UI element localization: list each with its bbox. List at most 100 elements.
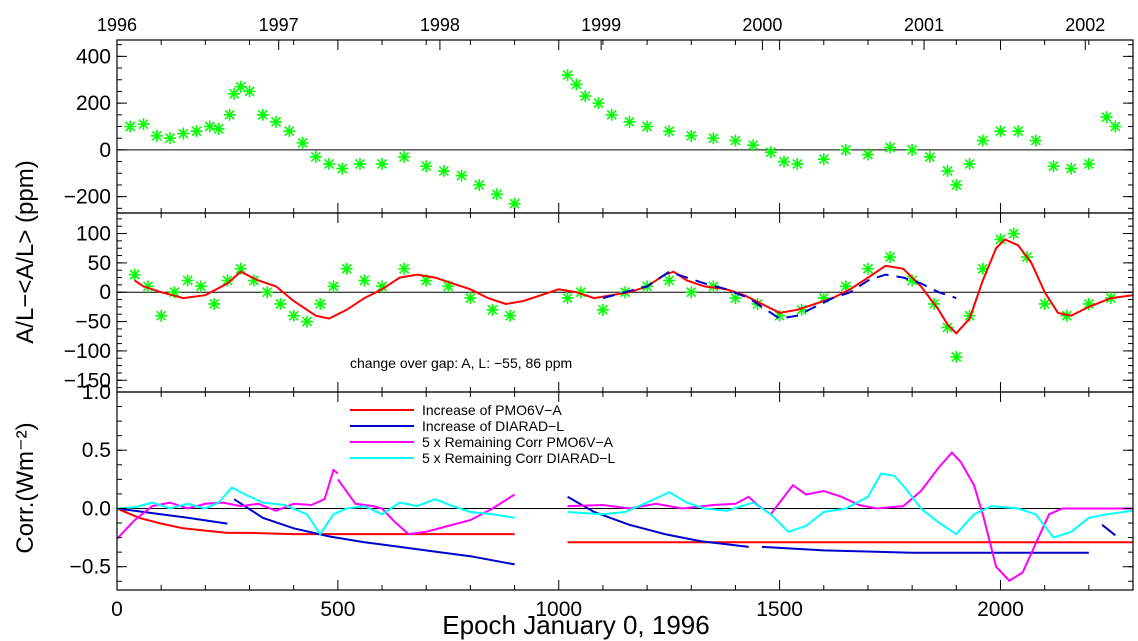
middle-data-point bbox=[398, 262, 411, 275]
middle-data-point bbox=[861, 262, 874, 275]
middle-data-point bbox=[884, 251, 897, 264]
top-data-point bbox=[764, 146, 777, 159]
middle-data-point bbox=[247, 274, 260, 287]
top-data-point bbox=[270, 115, 283, 128]
middle-data-point bbox=[839, 280, 852, 293]
top-ytick-label: −200 bbox=[64, 186, 111, 209]
axes-layer bbox=[116, 39, 1134, 591]
top-data-point bbox=[861, 148, 874, 161]
middle-data-point bbox=[685, 286, 698, 299]
top-data-point bbox=[455, 169, 468, 182]
top-data-point bbox=[884, 141, 897, 154]
top-data-point bbox=[1109, 120, 1122, 133]
middle-data-point bbox=[795, 303, 808, 316]
middle-ytick-label: 0 bbox=[99, 281, 111, 304]
year-label: 2001 bbox=[904, 15, 944, 35]
top-data-point bbox=[791, 157, 804, 170]
middle-data-point bbox=[141, 280, 154, 293]
top-data-point bbox=[1065, 162, 1078, 175]
bottom-series-line bbox=[567, 495, 749, 548]
bottom-series-line bbox=[337, 478, 516, 536]
top-data-point bbox=[1012, 125, 1025, 138]
top-data-point bbox=[976, 134, 989, 147]
middle-data-point bbox=[1082, 297, 1095, 310]
top-data-point bbox=[592, 97, 605, 110]
top-data-point bbox=[234, 80, 247, 93]
middle-data-point bbox=[128, 268, 141, 281]
top-data-point bbox=[994, 125, 1007, 138]
top-data-point bbox=[124, 120, 137, 133]
middle-panel-data bbox=[117, 227, 1133, 363]
middle-data-point bbox=[300, 315, 313, 328]
middle-data-point bbox=[663, 274, 676, 287]
top-data-point bbox=[420, 160, 433, 173]
middle-data-point bbox=[773, 309, 786, 322]
top-data-point bbox=[177, 127, 190, 140]
top-data-point bbox=[950, 178, 963, 191]
top-data-point bbox=[570, 78, 583, 91]
top-data-point bbox=[137, 118, 150, 131]
legend-label-3: 5 x Remaining Corr PMO6V−A bbox=[422, 434, 614, 450]
top-data-point bbox=[283, 125, 296, 138]
top-data-point bbox=[203, 120, 216, 133]
middle-data-point bbox=[261, 286, 274, 299]
middle-data-point bbox=[1007, 227, 1020, 240]
middle-data-point bbox=[561, 292, 574, 305]
middle-data-point bbox=[287, 309, 300, 322]
bottom-ytick-label: −0.5 bbox=[70, 556, 111, 579]
middle-data-point bbox=[994, 233, 1007, 246]
middle-data-point bbox=[596, 303, 609, 316]
top-data-point bbox=[906, 143, 919, 156]
bottom-series-line bbox=[117, 507, 228, 525]
year-label: 2002 bbox=[1065, 15, 1105, 35]
top-data-point bbox=[309, 150, 322, 163]
middle-ytick-label: −50 bbox=[75, 311, 111, 334]
top-data-point bbox=[663, 125, 676, 138]
middle-data-point bbox=[340, 262, 353, 275]
top-data-point bbox=[223, 108, 236, 121]
middle-ytick-label: 100 bbox=[76, 223, 111, 246]
top-data-point bbox=[353, 157, 366, 170]
top-data-point bbox=[508, 197, 521, 210]
middle-data-point bbox=[420, 274, 433, 287]
top-data-point bbox=[490, 188, 503, 201]
x-tick-label: 0 bbox=[111, 598, 123, 621]
top-panel-data bbox=[117, 69, 1133, 210]
year-label: 2000 bbox=[742, 15, 782, 35]
x-tick-label: 2000 bbox=[977, 598, 1024, 621]
top-ytick-label: 200 bbox=[76, 92, 111, 115]
middle-data-point bbox=[486, 303, 499, 316]
plot-data-layer bbox=[117, 69, 1133, 582]
top-data-point bbox=[963, 157, 976, 170]
middle-data-point bbox=[1038, 297, 1051, 310]
legend-label-4: 5 x Remaining Corr DIARAD−L bbox=[422, 450, 616, 466]
x-tick-label: 1000 bbox=[535, 598, 582, 621]
legend-label-2: Increase of DIARAD−L bbox=[422, 418, 564, 434]
top-data-point bbox=[729, 134, 742, 147]
middle-series-line bbox=[602, 270, 957, 320]
middle-data-point bbox=[950, 350, 963, 363]
top-data-point bbox=[398, 150, 411, 163]
bottom-panel-y-label: Corr.(Wm⁻²) bbox=[12, 422, 39, 553]
top-data-point bbox=[243, 85, 256, 98]
top-data-point bbox=[579, 90, 592, 103]
top-data-point bbox=[376, 157, 389, 170]
middle-data-point bbox=[976, 262, 989, 275]
middle-data-point bbox=[707, 280, 720, 293]
bottom-ytick-label: 0.0 bbox=[82, 497, 111, 520]
top-data-point bbox=[323, 157, 336, 170]
top-data-point bbox=[685, 129, 698, 142]
year-label: 1997 bbox=[259, 15, 299, 35]
top-data-point bbox=[164, 132, 177, 145]
middle-ytick-label: −150 bbox=[64, 369, 111, 392]
bottom-series-line bbox=[233, 498, 515, 566]
middle-data-point bbox=[194, 280, 207, 293]
year-label: 1998 bbox=[420, 15, 460, 35]
bottom-series-line bbox=[1101, 524, 1116, 537]
middle-data-point bbox=[464, 292, 477, 305]
x-axis-label: Epoch January 0, 1996 bbox=[442, 610, 709, 640]
year-label: 1999 bbox=[581, 15, 621, 35]
bottom-series-line bbox=[567, 451, 1133, 582]
top-data-point bbox=[1100, 111, 1113, 124]
middle-data-point bbox=[274, 297, 287, 310]
